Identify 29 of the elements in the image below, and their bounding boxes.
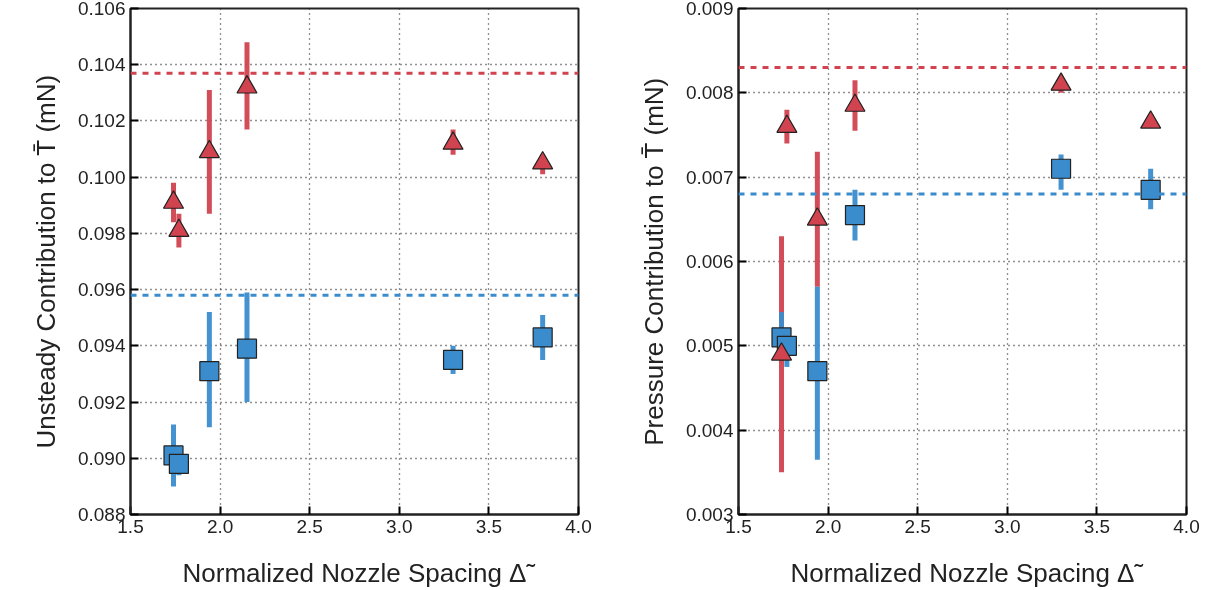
y-axis-title: Unsteady Contribution to T̄ (mN) bbox=[30, 74, 61, 449]
x-tick-label: 4.0 bbox=[1173, 515, 1200, 537]
y-tick-label: 0.102 bbox=[77, 110, 126, 132]
y-tick-label: 0.090 bbox=[77, 447, 126, 469]
y-tick-label: 0.006 bbox=[685, 251, 734, 272]
x-axis-title: Normalized Nozzle Spacing Δ̃ bbox=[182, 557, 536, 588]
x-tick-label: 2.0 bbox=[206, 515, 234, 537]
y-tick-label: 0.005 bbox=[685, 335, 734, 357]
y-tick-label: 0.004 bbox=[685, 419, 734, 441]
y-tick-label: 0.094 bbox=[77, 335, 126, 357]
x-tick-label: 2.0 bbox=[814, 515, 842, 537]
y-tick-label: 0.100 bbox=[77, 166, 126, 188]
x-tick-label: 3.0 bbox=[386, 515, 413, 537]
x-tick-label: 3.5 bbox=[475, 515, 503, 537]
x-tick-label: 3.0 bbox=[994, 515, 1021, 537]
y-tick-label: 0.106 bbox=[77, 0, 126, 19]
x-tick-label: 2.5 bbox=[904, 515, 931, 537]
x-axis-title: Normalized Nozzle Spacing Δ̃ bbox=[790, 557, 1144, 588]
y-tick-label: 0.104 bbox=[77, 54, 126, 76]
y-tick-label: 0.092 bbox=[77, 391, 126, 413]
y-axis-title: Pressure Contribution to T̄ (mN) bbox=[638, 77, 669, 446]
y-tick-label: 0.096 bbox=[77, 279, 126, 301]
x-tick-label: 4.0 bbox=[565, 515, 592, 537]
x-tick-label: 2.5 bbox=[296, 515, 323, 537]
y-tick-label: 0.008 bbox=[685, 82, 734, 104]
y-tick-label: 0.098 bbox=[77, 222, 126, 244]
y-tick-label: 0.009 bbox=[685, 0, 734, 19]
y-tick-label: 0.007 bbox=[685, 166, 734, 188]
x-tick-label: 3.5 bbox=[1083, 515, 1111, 537]
